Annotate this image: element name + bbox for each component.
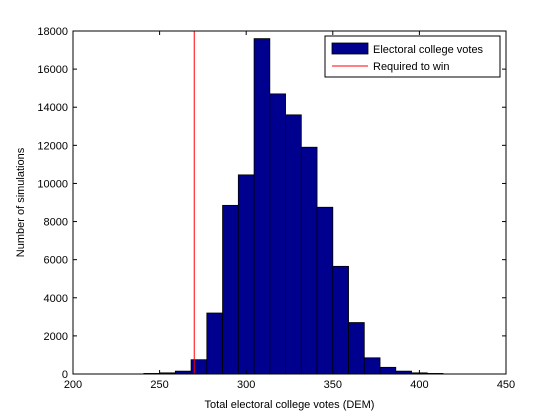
x-axis-label: Total electoral college votes (DEM) <box>205 399 375 411</box>
axes-box <box>72 30 507 375</box>
histogram-bar <box>190 359 208 375</box>
x-tick-label: 250 <box>150 379 168 391</box>
histogram-bar <box>253 38 271 375</box>
y-tick-label: 6000 <box>44 255 68 267</box>
y-tick-label: 14000 <box>37 102 68 114</box>
y-tick-label: 16000 <box>37 64 68 76</box>
histogram-bar <box>316 206 334 375</box>
x-tick-label: 350 <box>324 379 342 391</box>
y-tick-label: 12000 <box>37 140 68 152</box>
histogram-bar <box>300 146 318 375</box>
x-tick-label: 450 <box>497 379 515 391</box>
legend-label-bars: Electoral college votes <box>373 44 484 56</box>
legend-swatch-bars <box>331 42 369 55</box>
y-tick-label: 8000 <box>44 217 68 229</box>
histogram-bar <box>379 366 397 375</box>
y-tick-label: 0 <box>62 369 68 381</box>
y-tick-label: 4000 <box>44 293 68 305</box>
histogram-bar <box>363 357 381 375</box>
x-tick-label: 200 <box>64 379 82 391</box>
x-tick-label: 300 <box>237 379 255 391</box>
x-tick-label: 400 <box>410 379 428 391</box>
y-tick-label: 2000 <box>44 331 68 343</box>
histogram-bar <box>237 174 255 375</box>
histogram-bar <box>206 312 223 375</box>
histogram-bar <box>348 322 365 375</box>
legend-label-line: Required to win <box>373 61 449 73</box>
y-axis-label: Number of simulations <box>15 147 27 257</box>
histogram-bar <box>285 114 302 375</box>
histogram-bar <box>269 93 286 375</box>
y-tick-label: 18000 <box>37 26 68 38</box>
histogram-bar <box>332 265 349 375</box>
histogram-bar <box>222 204 239 375</box>
y-tick-label: 10000 <box>37 178 68 190</box>
